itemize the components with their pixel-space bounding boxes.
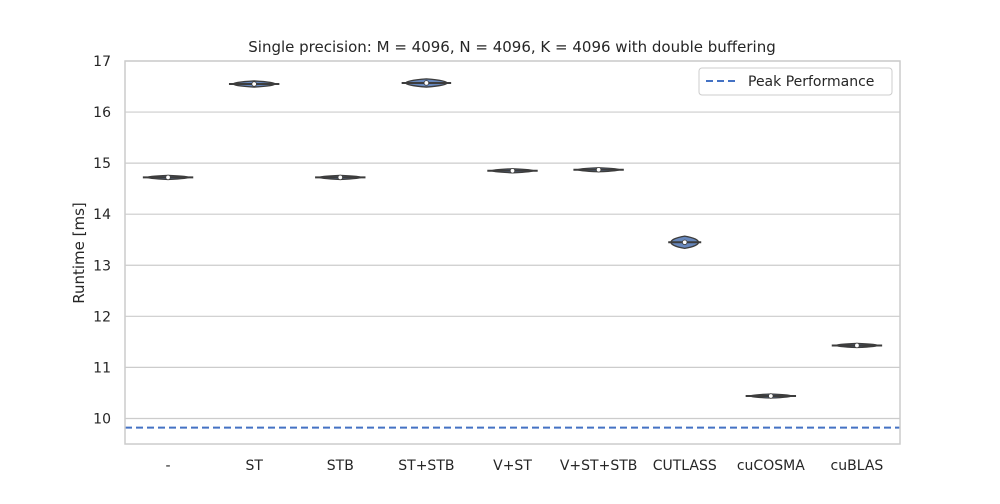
x-tick-label: cuCOSMA [737, 458, 805, 474]
legend-box [698, 67, 893, 96]
x-tick-label: - [166, 458, 171, 474]
median-point [251, 81, 257, 87]
median-point [165, 174, 171, 181]
median-point [595, 167, 602, 173]
x-tick-label: cuBLAS [831, 458, 884, 474]
y-tick-label: 16 [93, 105, 111, 121]
chart-title: Single precision: M = 4096, N = 4096, K … [248, 38, 775, 56]
violin-marks [142, 78, 883, 399]
y-tick-label: 14 [93, 207, 111, 223]
x-tick-label: V+ST+STB [560, 458, 638, 474]
x-tick-label: ST+STB [398, 458, 454, 474]
x-tick-label: ST [245, 458, 263, 474]
y-tick-label: 13 [93, 258, 111, 274]
median-point [423, 80, 430, 86]
x-tick-label: STB [327, 458, 354, 474]
median-point [768, 393, 774, 399]
plot-frame [124, 60, 901, 445]
y-tick-label: 11 [93, 360, 111, 376]
y-tick-label: 10 [93, 411, 111, 427]
y-tick-label: 17 [93, 54, 111, 70]
y-tick-label: 12 [93, 309, 111, 325]
y-tick-label: 15 [93, 156, 111, 172]
median-point [682, 239, 688, 245]
y-tick-labels: 10 11 12 13 14 15 16 17 [93, 54, 111, 427]
x-tick-label: V+ST [493, 458, 532, 474]
x-tick-labels: - ST STB ST+STB V+ST V+ST+STB CUTLASS cuCOSMA cu… [166, 458, 884, 474]
legend: Peak Performance [698, 67, 893, 96]
median-point [854, 342, 860, 349]
grid-lines [125, 60, 900, 420]
median-point [337, 174, 343, 181]
legend-label-peak: Peak Performance [748, 74, 874, 90]
x-tick-label: CUTLASS [653, 458, 717, 474]
median-point [509, 168, 516, 174]
y-axis-label: Runtime [ms] [70, 202, 88, 304]
